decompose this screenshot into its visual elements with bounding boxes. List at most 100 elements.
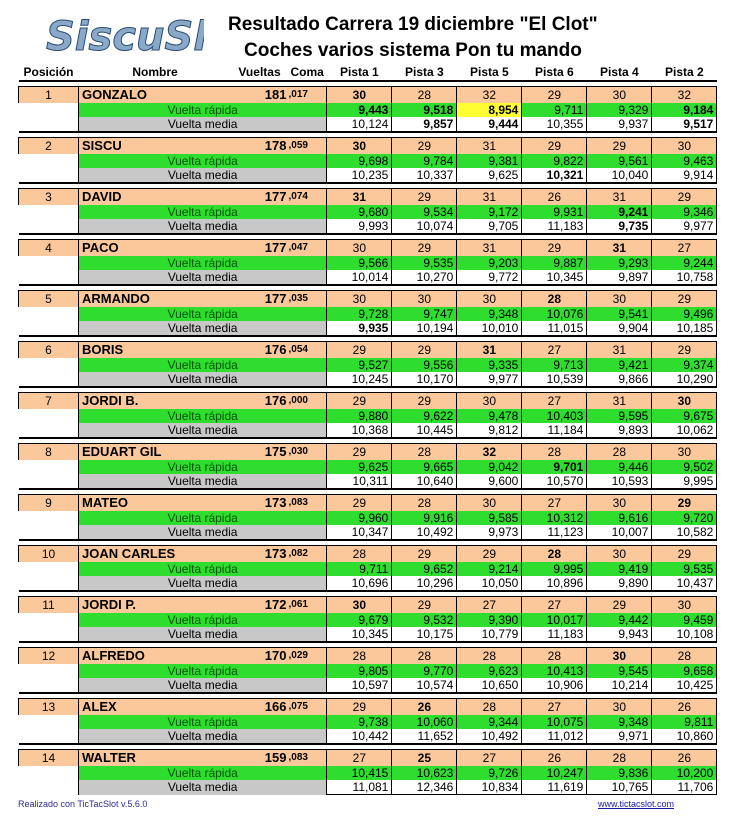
fast-lap-cell: 9,595 — [586, 409, 652, 423]
track-laps-cell: 26 — [391, 698, 457, 715]
track-laps-cell: 28 — [521, 290, 587, 307]
avg-lap-cell: 10,860 — [651, 729, 718, 745]
blank-cell — [18, 219, 79, 234]
separator-cell — [18, 182, 717, 189]
avg-lap-cell: 10,007 — [586, 525, 652, 541]
track-laps-cell: 28 — [586, 749, 652, 766]
avg-lap-cell: 9,993 — [326, 219, 392, 235]
header-row: Posición Nombre Vueltas Coma Pista 1 Pis… — [19, 64, 717, 81]
driver-position: 8 — [18, 443, 79, 460]
avg-lap-label: Vuelta media — [77, 270, 328, 285]
blank-cell — [18, 576, 79, 591]
avg-lap-cell: 10,345 — [521, 270, 587, 286]
driver-laps: 177 — [231, 188, 288, 205]
driver-separator — [18, 284, 717, 291]
avg-lap-label: Vuelta media — [77, 678, 328, 693]
fast-lap-cell: 9,822 — [521, 154, 587, 168]
driver-laps: 159 — [231, 749, 288, 766]
avg-lap-cell: 11,652 — [391, 729, 457, 745]
fast-lap-cell: 10,076 — [521, 307, 587, 321]
driver-name: ARMANDO — [78, 290, 232, 307]
avg-lap-cell: 10,010 — [456, 321, 522, 337]
fast-lap-cell: 9,652 — [391, 562, 457, 576]
fast-lap-cell: 9,585 — [456, 511, 522, 525]
footer-link[interactable]: www.tictacslot.com — [598, 799, 675, 809]
avg-lap-cell: 10,124 — [326, 117, 392, 133]
fast-lap-cell: 9,541 — [586, 307, 652, 321]
avg-lap-cell: 9,977 — [651, 219, 718, 235]
track-laps-cell: 29 — [326, 392, 392, 409]
driver-row: 4 PACO 177,047 30 29 31 29 31 27 — [18, 239, 718, 256]
blank-cell — [18, 321, 79, 336]
col-header-track: Pista 1 — [339, 65, 379, 79]
track-laps-cell: 27 — [456, 749, 522, 766]
avg-lap-label: Vuelta media — [77, 423, 328, 438]
driver-separator — [18, 386, 717, 393]
driver-row: 7 JORDI B. 176,000 29 29 30 27 31 30 — [18, 392, 718, 409]
blank-cell — [18, 358, 79, 372]
fast-lap-cell: 10,075 — [521, 715, 587, 729]
avg-lap-cell: 10,245 — [326, 372, 392, 388]
driver-separator — [18, 335, 717, 342]
track-laps-cell: 29 — [391, 341, 457, 358]
track-laps-cell: 27 — [456, 596, 522, 613]
avg-lap-row: Vuelta media 10,245 10,170 9,977 10,539 9,866… — [18, 372, 718, 388]
driver-row: 3 DAVID 177,074 31 29 31 26 31 29 — [18, 188, 718, 205]
driver-row: 14 WALTER 159,083 27 25 27 26 28 26 — [18, 749, 718, 766]
driver-laps-fraction: ,047 — [287, 239, 327, 256]
driver-laps: 173 — [231, 494, 288, 511]
fast-lap-cell: 9,770 — [391, 664, 457, 678]
blank-cell — [18, 256, 79, 270]
driver-name: JORDI B. — [78, 392, 232, 409]
fast-lap-cell: 9,811 — [651, 715, 718, 729]
driver-name: EDUART GIL — [78, 443, 232, 460]
fast-lap-cell: 9,446 — [586, 460, 652, 474]
avg-lap-cell: 9,893 — [586, 423, 652, 439]
track-laps-cell: 31 — [586, 239, 652, 256]
page-title: Resultado Carrera 19 diciembre "El Clot" — [228, 14, 598, 35]
fast-lap-cell: 9,805 — [326, 664, 392, 678]
track-laps-cell: 30 — [586, 290, 652, 307]
avg-lap-cell: 9,772 — [456, 270, 522, 286]
fast-lap-cell: 9,329 — [586, 103, 652, 117]
driver-row: 1 GONZALO 181,017 30 28 32 29 30 32 — [18, 86, 718, 103]
blank-cell — [18, 678, 79, 693]
avg-lap-cell: 10,696 — [326, 576, 392, 592]
avg-lap-cell: 10,170 — [391, 372, 457, 388]
fast-lap-cell: 9,960 — [326, 511, 392, 525]
track-laps-cell: 29 — [651, 341, 718, 358]
driver-position: 1 — [18, 86, 79, 103]
track-laps-cell: 27 — [521, 392, 587, 409]
track-laps-cell: 27 — [521, 596, 587, 613]
track-laps-cell: 29 — [651, 494, 718, 511]
fast-lap-cell: 10,403 — [521, 409, 587, 423]
avg-lap-cell: 10,296 — [391, 576, 457, 592]
avg-lap-cell: 10,758 — [651, 270, 718, 286]
track-laps-cell: 31 — [586, 392, 652, 409]
avg-lap-cell: 11,015 — [521, 321, 587, 337]
separator-cell — [18, 80, 717, 87]
driver-laps-fraction: ,083 — [287, 749, 327, 766]
fast-lap-cell: 9,701 — [521, 460, 587, 474]
avg-lap-cell: 9,935 — [326, 321, 392, 337]
track-laps-cell: 30 — [586, 86, 652, 103]
blank-cell — [18, 154, 79, 168]
col-header-name: Nombre — [132, 65, 178, 79]
track-laps-cell: 29 — [326, 443, 392, 460]
driver-position: 12 — [18, 647, 79, 664]
track-laps-cell: 29 — [391, 545, 457, 562]
driver-row: 9 MATEO 173,083 29 28 30 27 30 29 — [18, 494, 718, 511]
fast-lap-cell: 9,679 — [326, 613, 392, 627]
avg-lap-cell: 10,194 — [391, 321, 457, 337]
driver-separator — [18, 233, 717, 240]
blank-cell — [18, 205, 79, 219]
avg-lap-cell: 10,492 — [391, 525, 457, 541]
fast-lap-cell: 10,413 — [521, 664, 587, 678]
blank-cell — [18, 613, 79, 627]
fast-lap-cell: 9,244 — [651, 256, 718, 270]
track-laps-cell: 28 — [391, 494, 457, 511]
driver-separator — [18, 437, 717, 444]
avg-lap-cell: 10,214 — [586, 678, 652, 694]
track-laps-cell: 27 — [521, 341, 587, 358]
blank-cell — [18, 423, 79, 438]
